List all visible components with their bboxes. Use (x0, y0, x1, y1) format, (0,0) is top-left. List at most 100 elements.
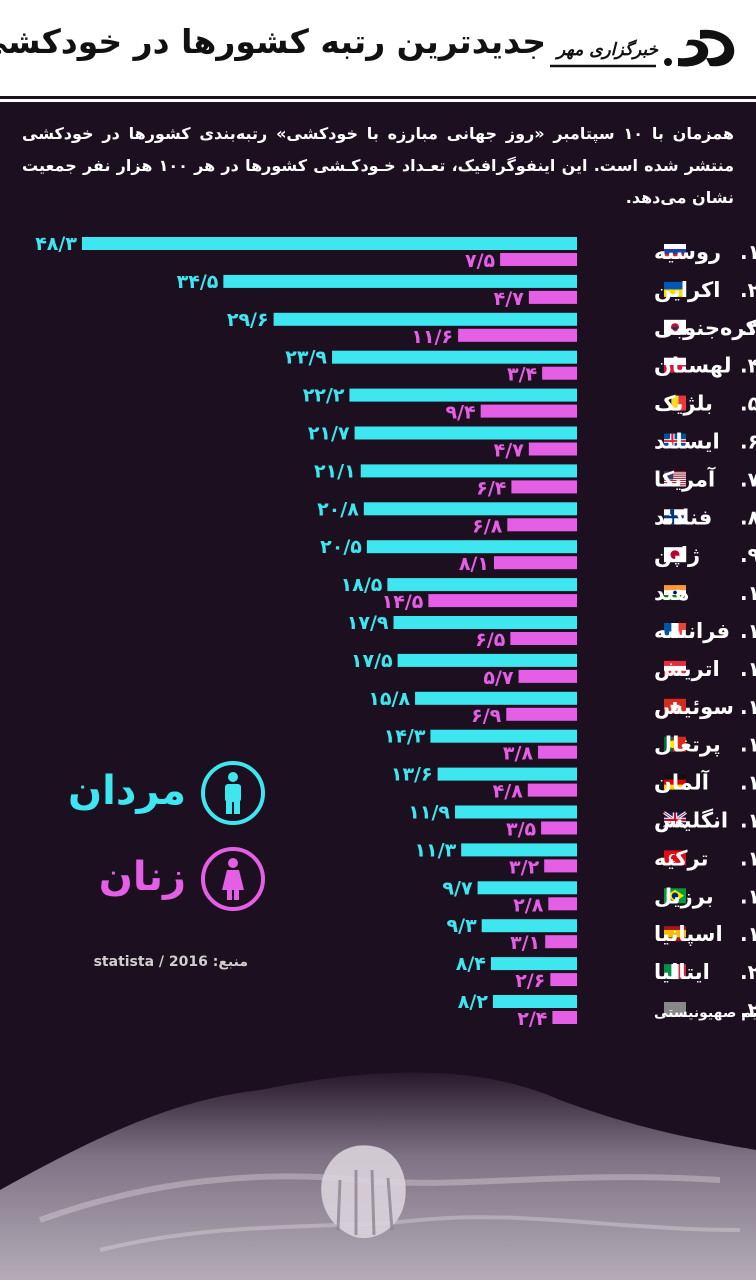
men-bar (455, 805, 577, 819)
men-bar (349, 388, 577, 402)
rank-label: ۶. (740, 430, 756, 454)
women-value-label: ۶/۸ (472, 515, 503, 537)
country-label: اکراین (654, 278, 720, 302)
women-bar (528, 290, 577, 304)
men-value-label: ۱۸/۵ (341, 574, 383, 596)
rank-label: ۱۲. (740, 657, 756, 681)
men-value-label: ۱۱/۳ (414, 839, 456, 861)
country-label: سوئیس (654, 695, 734, 719)
women-bar (458, 328, 577, 342)
poland-flag (664, 357, 686, 373)
women-value-label: ۱۱/۶ (411, 326, 453, 348)
men-bar (492, 995, 577, 1008)
country-label: آمریکا (654, 466, 716, 491)
uk-flag (663, 811, 687, 829)
men-value-label: ۲۰/۸ (317, 498, 359, 520)
mehr-news-logo: خبرگزاری مهر (550, 29, 735, 68)
women-value-label: ۴/۸ (493, 781, 524, 803)
men-bar (354, 426, 577, 440)
rank-label: ۱۸. (740, 884, 756, 908)
women-value-label: ۳/۴ (507, 364, 537, 386)
men-value-label: ۲۹/۶ (227, 309, 269, 331)
source-note: منبع: statista / 2016 (93, 954, 248, 970)
men-value-label: ۲۳/۹ (285, 347, 327, 369)
rank-label: ۷. (740, 467, 756, 491)
women-bar (538, 745, 577, 759)
women-bar (550, 973, 577, 987)
country-label: پرتغال (654, 733, 721, 757)
country-label: فنلاند (654, 505, 712, 529)
india-flag (664, 585, 686, 601)
header: جدیدترین رتبه کشورها در خودکشی خبرگزاری … (0, 0, 756, 96)
men-bar (360, 464, 577, 478)
logo-text: خبرگزاری مهر (554, 39, 658, 60)
women-bar (542, 366, 577, 380)
men-value-label: ۱۴/۳ (384, 726, 426, 748)
rank-label: ۴. (740, 354, 756, 378)
women-value-label: ۶/۵ (475, 629, 506, 651)
rank-label: ۱۶. (740, 809, 756, 833)
country-label: رژیم صهیونیستی (654, 1005, 756, 1021)
men-bar (477, 881, 577, 895)
header-divider (0, 99, 756, 102)
men-value-label: ۸/۴ (456, 953, 486, 975)
country-label: ترکیه (654, 846, 708, 870)
women-value-label: ۳/۲ (509, 856, 540, 878)
men-bar (481, 919, 577, 933)
rank-label: ۱۱. (740, 619, 756, 643)
country-label: ژاپن (654, 543, 700, 567)
woman-icon (201, 847, 265, 911)
women-bar (518, 669, 577, 683)
men-value-label: ۲۲/۲ (303, 385, 345, 407)
women-bar (527, 783, 577, 797)
finland-flag (664, 509, 686, 525)
men-bar (430, 729, 577, 743)
japan-flag (664, 547, 686, 563)
country-label: ایسلند (654, 430, 720, 454)
ukraine-flag (664, 281, 686, 297)
country-label: آلمان (654, 770, 710, 795)
portugal-flag (664, 736, 686, 752)
women-bar (480, 404, 577, 418)
women-bar (511, 480, 577, 494)
women-value-label: ۹/۴ (446, 402, 476, 424)
belgium-flag (664, 395, 686, 411)
men-bar (366, 540, 577, 554)
rank-label: ۹. (740, 543, 756, 567)
country-label: ایتالیا (654, 960, 710, 984)
men-bar (415, 691, 577, 705)
rank-label: ۳. (740, 316, 756, 340)
country-label: اتریش (654, 657, 720, 681)
women-value-label: ۸/۱ (459, 553, 489, 575)
men-value-label: ۳۴/۵ (177, 271, 219, 293)
men-bar (393, 616, 577, 629)
women-bar (500, 253, 577, 266)
country-label: کره‌جنوبی (654, 316, 756, 340)
women-value-label: ۳/۵ (506, 819, 537, 841)
women-bar (493, 556, 577, 570)
men-value-label: ۲۱/۱ (314, 460, 356, 482)
women-bar (545, 935, 577, 949)
women-bar (552, 1011, 577, 1024)
women-value-label: ۷/۵ (465, 250, 496, 272)
men-value-label: ۲۰/۵ (320, 536, 362, 558)
women-value-label: ۵/۷ (483, 667, 514, 689)
men-bar (223, 274, 577, 288)
south-korea-flag (664, 319, 686, 335)
rank-label: ۲. (740, 278, 756, 302)
country-label: انگلیس (654, 808, 728, 833)
country-label: فرانسه (654, 619, 730, 643)
women-value-label: ۴/۷ (494, 440, 525, 462)
france-flag (664, 623, 686, 638)
rank-label: ۱۴. (740, 733, 756, 757)
women-bar (428, 594, 577, 608)
women-value-label: ۲/۶ (515, 970, 545, 992)
usa-flag (664, 471, 686, 487)
legend-men: مردان (56, 760, 266, 830)
men-value-label: ۸/۲ (458, 991, 489, 1013)
men-bar (461, 843, 577, 857)
rank-label: ۱۷. (740, 846, 756, 870)
rank-label: ۱۳. (740, 695, 756, 719)
